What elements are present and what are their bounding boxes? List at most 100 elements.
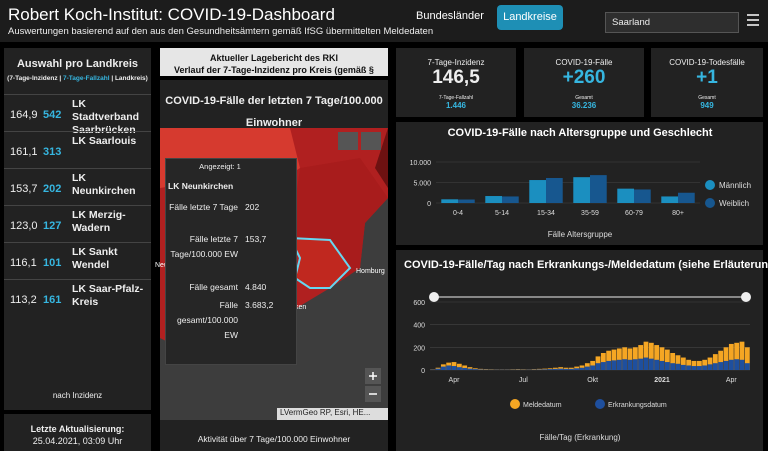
- kpi-card: [524, 48, 644, 117]
- bar: [678, 192, 695, 203]
- kpi-title: COVID-19-Fälle: [555, 58, 613, 67]
- row-sep: [4, 168, 151, 169]
- bar: [659, 347, 665, 370]
- y-tick-label: 5.000: [413, 181, 431, 188]
- bar: [664, 349, 670, 370]
- bar: [611, 360, 617, 370]
- bar: [472, 369, 478, 370]
- kpi-value: 146,5: [432, 67, 480, 88]
- bar: [485, 196, 502, 203]
- bar: [643, 341, 649, 370]
- bar: [648, 358, 654, 370]
- bar: [456, 367, 462, 370]
- dropdown[interactable]: Saarland: [605, 12, 739, 33]
- map-footer: Aktivität über 7 Tage/100.000 Einwohner: [197, 434, 351, 444]
- bar: [654, 359, 660, 370]
- x-tick-label: Apr: [726, 377, 738, 384]
- bar: [702, 359, 708, 370]
- bar: [606, 360, 612, 370]
- bar: [712, 354, 718, 370]
- legend-text: (7-Tage-Inzidenz |: [7, 75, 64, 82]
- bar: [744, 363, 750, 370]
- sort-label[interactable]: nach Inzidenz: [52, 391, 103, 400]
- bar: [634, 189, 651, 203]
- bar: [573, 177, 590, 203]
- district-name: LK Stadtverband Saarbrücken: [72, 98, 140, 136]
- legend-swatch: [705, 198, 715, 208]
- legend-label: Weiblich: [719, 199, 749, 208]
- bar: [446, 365, 452, 370]
- x-tick-label: 2021: [654, 377, 670, 384]
- bar: [606, 350, 612, 370]
- x-tick-label: 35-59: [581, 210, 599, 217]
- bar: [675, 355, 681, 370]
- bar: [686, 365, 692, 370]
- attribution: LVermGeo RP, Esri, HE...: [280, 408, 371, 417]
- report-title[interactable]: Aktueller Lagebericht des RKI: [209, 53, 339, 63]
- bar: [632, 347, 638, 370]
- row-sep: [4, 94, 151, 95]
- bar: [451, 366, 457, 370]
- bar: [648, 342, 654, 370]
- map-title: COVID-19-Fälle der letzten 7 Tage/100.00…: [165, 95, 383, 129]
- bar: [600, 353, 606, 370]
- district-name: LK Neunkirchen: [72, 172, 136, 197]
- place-label: ken: [295, 304, 307, 311]
- cases: 127: [43, 220, 62, 232]
- kpi-title: COVID-19-Todesfälle: [669, 58, 745, 67]
- kpi-title: 7-Tage-Inzidenz: [427, 58, 485, 67]
- x-tick-label: Apr: [449, 377, 461, 384]
- bar: [712, 363, 718, 370]
- bar: [568, 368, 574, 370]
- bar: [744, 347, 750, 370]
- legend: (7-Tage-Inzidenz | 7-Tage-Fallzahl | Lan…: [4, 75, 151, 82]
- bar: [670, 363, 676, 370]
- cases: 313: [43, 146, 62, 158]
- bar: [627, 348, 633, 370]
- cases: 542: [43, 109, 62, 121]
- bar: [622, 347, 628, 370]
- bar: [707, 364, 713, 370]
- tab-active[interactable]: Landkreise: [497, 5, 563, 30]
- bar: [723, 347, 729, 370]
- bar: [536, 369, 542, 370]
- update-label: Letzte Aktualisierung:: [30, 424, 125, 434]
- kpi-sub-label: 7-Tage-Fallzahl: [438, 95, 474, 101]
- bar: [467, 367, 473, 370]
- update-time: 25.04.2021, 03:09 Uhr: [32, 436, 123, 446]
- district-name: LK Saar-Pfalz-Kreis: [72, 283, 144, 308]
- kpi-sub-value: 949: [700, 101, 714, 110]
- district-name: LK Sankt Wendel: [72, 246, 118, 271]
- row-sep: [4, 242, 151, 243]
- kpi-value: +260: [562, 67, 606, 88]
- report-subtitle: Verlauf der 7-Tage-Inzidenz pro Kreis (g…: [174, 65, 374, 75]
- popup-count: Angezeigt: 1: [199, 162, 241, 171]
- bar: [675, 363, 681, 370]
- panel-title: Auswahl pro Landkreis: [16, 58, 139, 70]
- field-value: 153,7: [245, 234, 267, 244]
- bar: [734, 359, 740, 370]
- district-name: LK Saarlouis: [72, 135, 137, 147]
- report-panel: [160, 48, 388, 76]
- tab[interactable]: Bundesländer: [416, 10, 484, 22]
- bar: [542, 369, 548, 370]
- x-axis-label: Fälle/Tag (Erkrankung): [540, 433, 621, 442]
- legend-swatch: [705, 180, 715, 190]
- menu-icon[interactable]: [745, 13, 761, 27]
- kpi-sub-label: Gesamt: [575, 95, 593, 101]
- field-value: 202: [245, 202, 260, 212]
- y-tick-label: 600: [413, 300, 425, 307]
- x-tick-label: Jul: [519, 377, 528, 384]
- legend-text: | Landkreis): [109, 75, 148, 82]
- incidence: 153,7: [10, 183, 38, 195]
- bar: [590, 175, 607, 203]
- bar: [718, 350, 724, 370]
- bar: [739, 359, 745, 370]
- bar: [595, 363, 601, 370]
- bar: [643, 357, 649, 370]
- bar: [546, 177, 563, 203]
- incidence: 164,9: [10, 109, 38, 121]
- bar: [616, 359, 622, 370]
- bar: [502, 196, 519, 203]
